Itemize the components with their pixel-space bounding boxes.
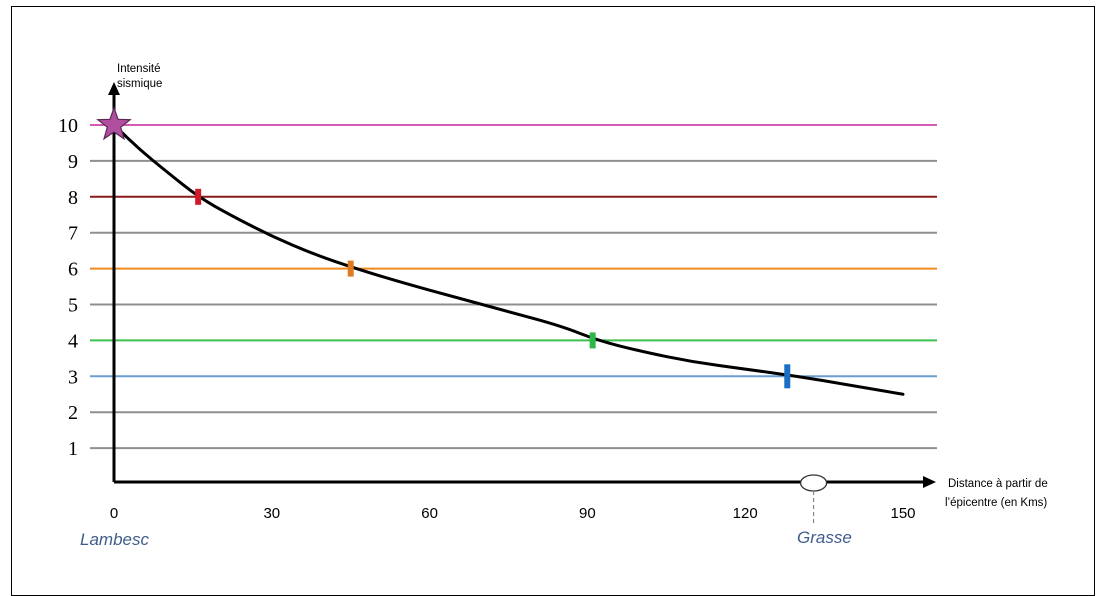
place-label-grasse: Grasse	[797, 528, 852, 547]
y-tick-5: 5	[68, 295, 78, 317]
place-label-lambesc: Lambesc	[80, 530, 149, 549]
marker-128-3	[784, 364, 791, 389]
y-tick-9: 9	[68, 151, 78, 173]
grasse-position-marker	[799, 474, 828, 526]
y-axis-label-line1: Intensité	[117, 63, 160, 75]
y-tick-6: 6	[68, 259, 78, 281]
x-axis-label-line1: Distance à partir de	[948, 478, 1048, 490]
y-tick-3: 3	[68, 366, 78, 388]
epicenter-star-icon	[96, 106, 132, 141]
x-tick-60: 60	[421, 505, 438, 522]
y-tick-8: 8	[68, 187, 78, 209]
x-axis-label-line2: l’épicentre (en Kms)	[945, 497, 1047, 509]
intensity-markers	[96, 106, 791, 389]
marker-45-6	[347, 260, 354, 277]
y-tick-7: 7	[68, 223, 78, 245]
x-tick-labels: 0 30 60 90 120 150	[110, 505, 916, 522]
grasse-ellipse	[799, 474, 828, 492]
marker-16-8	[195, 188, 202, 205]
y-axis-label-line2: sismique	[117, 78, 162, 90]
threshold-lines	[90, 124, 937, 450]
y-tick-4: 4	[68, 330, 78, 352]
y-tick-1: 1	[68, 438, 78, 460]
x-tick-90: 90	[579, 505, 596, 522]
x-axis-arrow-icon	[923, 476, 936, 488]
y-tick-labels: 1 2 3 4 5 6 7 8 9 10	[58, 115, 78, 460]
x-tick-120: 120	[733, 505, 758, 522]
intensity-curve-0	[112, 123, 905, 396]
y-tick-2: 2	[68, 402, 78, 424]
marker-91-4	[589, 332, 596, 349]
x-tick-150: 150	[890, 505, 915, 522]
intensity-curve-group	[112, 123, 905, 396]
x-tick-0: 0	[110, 505, 118, 522]
y-axis-arrow-icon	[108, 82, 120, 95]
y-tick-10: 10	[58, 115, 78, 137]
x-tick-30: 30	[263, 505, 280, 522]
